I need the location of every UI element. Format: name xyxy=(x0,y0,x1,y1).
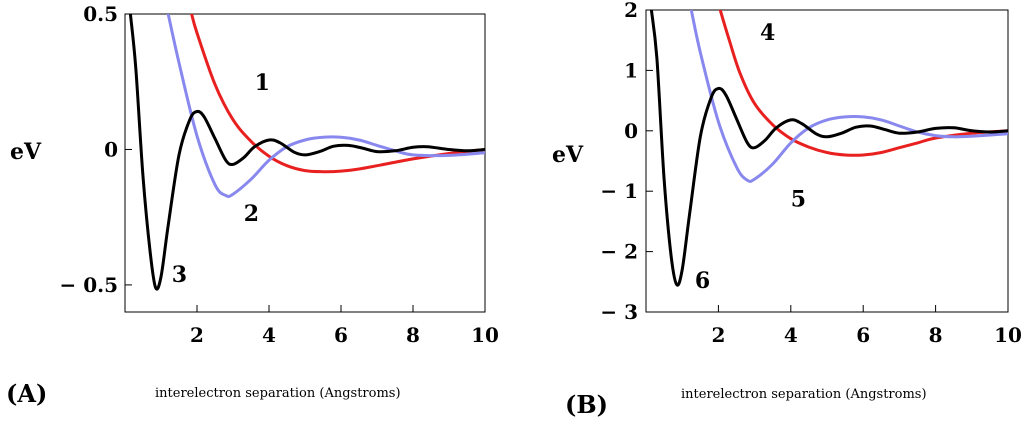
curve-labels: 4 5 6 xyxy=(695,20,806,294)
y-tick-label: 0.5 xyxy=(83,2,118,26)
panel-b: 2 4 6 8 10 − 3 − 2 − 1 0 1 2 4 5 6 eV (B) interelect… xyxy=(552,0,1022,419)
y-axis-label: eV xyxy=(552,142,584,168)
panel-letter-a: (A) xyxy=(6,379,47,408)
panel-a: 2 4 6 8 10 − 0.5 0 0.5 1 2 3 eV (A) interelectron… xyxy=(6,2,499,408)
y-tick-label: − 1 xyxy=(600,179,638,203)
curve-labels: 1 2 3 xyxy=(172,70,270,288)
x-tick-label: 8 xyxy=(929,323,943,347)
y-tick-label: 2 xyxy=(624,0,638,22)
series-line-5 xyxy=(689,10,1008,184)
x-tick-label: 6 xyxy=(334,323,348,347)
y-tick-label: − 2 xyxy=(600,240,638,264)
series-line-2 xyxy=(166,14,485,199)
x-tick-label: 4 xyxy=(262,323,276,347)
x-tick-label: 10 xyxy=(994,323,1022,347)
curves xyxy=(128,14,485,291)
x-axis-label: interelectron separation (Angstroms) xyxy=(681,387,927,402)
series-label-4: 4 xyxy=(760,20,775,46)
panel-letter-b: (B) xyxy=(565,390,608,419)
x-tick-label: 4 xyxy=(784,323,798,347)
plot-frame xyxy=(124,13,486,313)
x-tick-label: 2 xyxy=(711,323,725,347)
y-tick-label: 0 xyxy=(104,137,118,161)
series-line-4 xyxy=(718,10,1008,157)
y-tick-label: 1 xyxy=(624,58,638,82)
series-label-1: 1 xyxy=(255,70,270,96)
y-tick-label: − 3 xyxy=(600,300,638,324)
y-axis-label: eV xyxy=(10,139,42,165)
x-axis-label: interelectron separation (Angstroms) xyxy=(155,386,401,401)
plot-frame xyxy=(645,9,1009,313)
y-tick-label: − 0.5 xyxy=(59,273,118,297)
series-line-6 xyxy=(649,10,1008,287)
y-tick-label: 0 xyxy=(624,119,638,143)
series-line-1 xyxy=(190,14,485,174)
series-label-2: 2 xyxy=(244,201,259,227)
axis-ticks: 2 4 6 8 10 − 0.5 0 0.5 xyxy=(59,2,498,347)
x-tick-label: 2 xyxy=(190,323,204,347)
series-label-6: 6 xyxy=(695,268,710,294)
x-tick-label: 6 xyxy=(856,323,870,347)
x-tick-label: 8 xyxy=(406,323,420,347)
x-tick-label: 10 xyxy=(471,323,499,347)
curves xyxy=(649,10,1008,287)
series-label-5: 5 xyxy=(791,186,806,212)
series-label-3: 3 xyxy=(172,262,187,288)
series-line-3 xyxy=(128,14,485,291)
axis-ticks: 2 4 6 8 10 − 3 − 2 − 1 0 1 2 xyxy=(600,0,1022,347)
